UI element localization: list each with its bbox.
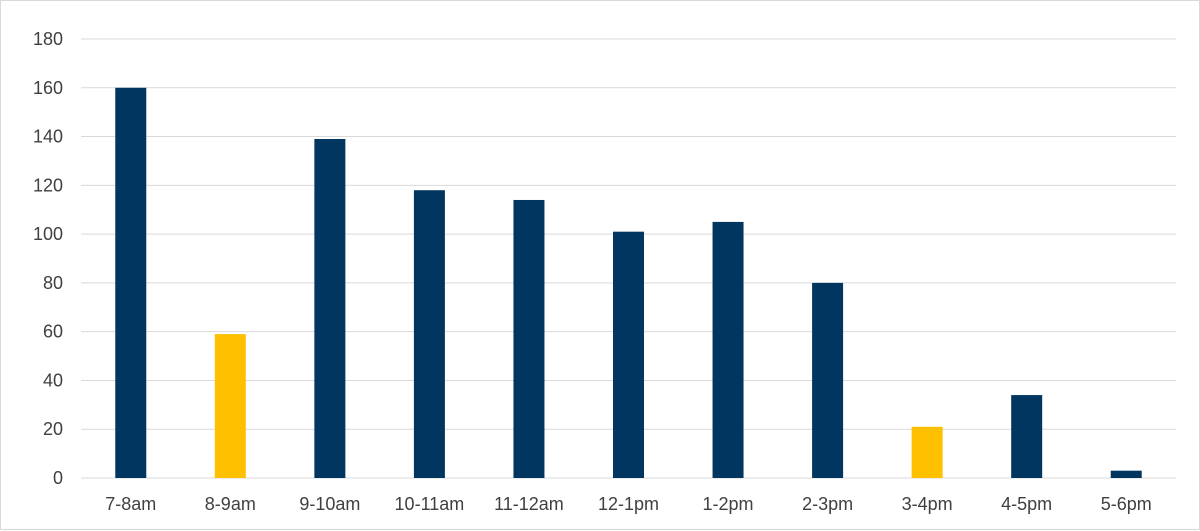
x-tick-label: 1-2pm [703,494,754,514]
bars [115,87,1142,479]
bar-11-12am [513,199,545,478]
y-tick-label: 0 [53,468,63,488]
y-axis-tick-labels: 0 20 40 60 80 100 120 140 160 180 [33,29,63,488]
bar-7-8am [115,87,147,479]
bar-1-2pm [712,221,744,478]
x-tick-label: 10-11am [395,494,465,514]
y-tick-label: 120 [33,175,63,195]
y-tick-label: 60 [43,322,63,342]
y-tick-label: 180 [33,29,63,49]
bar-10-11am [413,190,445,478]
y-tick-label: 160 [33,78,63,98]
bar-9-10am [314,138,346,478]
y-tick-label: 80 [43,273,63,293]
x-tick-label: 2-3pm [802,494,853,514]
y-tick-label: 40 [43,370,63,390]
y-tick-label: 20 [43,419,63,439]
x-axis-tick-labels: 7-8am 8-9am 9-10am 10-11am 11-12am 12-1pm 1-2p… [105,494,1151,514]
x-tick-label: 4-5pm [1001,494,1052,514]
x-tick-label: 5-6pm [1101,494,1152,514]
bar-4-5pm [1011,395,1043,478]
bar-5-6pm [1110,470,1142,478]
x-tick-label: 9-10am [299,494,360,514]
y-tick-label: 100 [33,224,63,244]
x-tick-label: 3-4pm [902,494,953,514]
x-tick-label: 11-12am [494,494,564,514]
x-tick-label: 7-8am [105,494,156,514]
bar-2-3pm [812,282,844,478]
x-tick-label: 12-1pm [598,494,659,514]
bar-8-9am [214,334,246,478]
y-tick-label: 140 [33,127,63,147]
bar-12-1pm [613,231,644,478]
bar-3-4pm [911,426,943,478]
x-tick-label: 8-9am [205,494,256,514]
